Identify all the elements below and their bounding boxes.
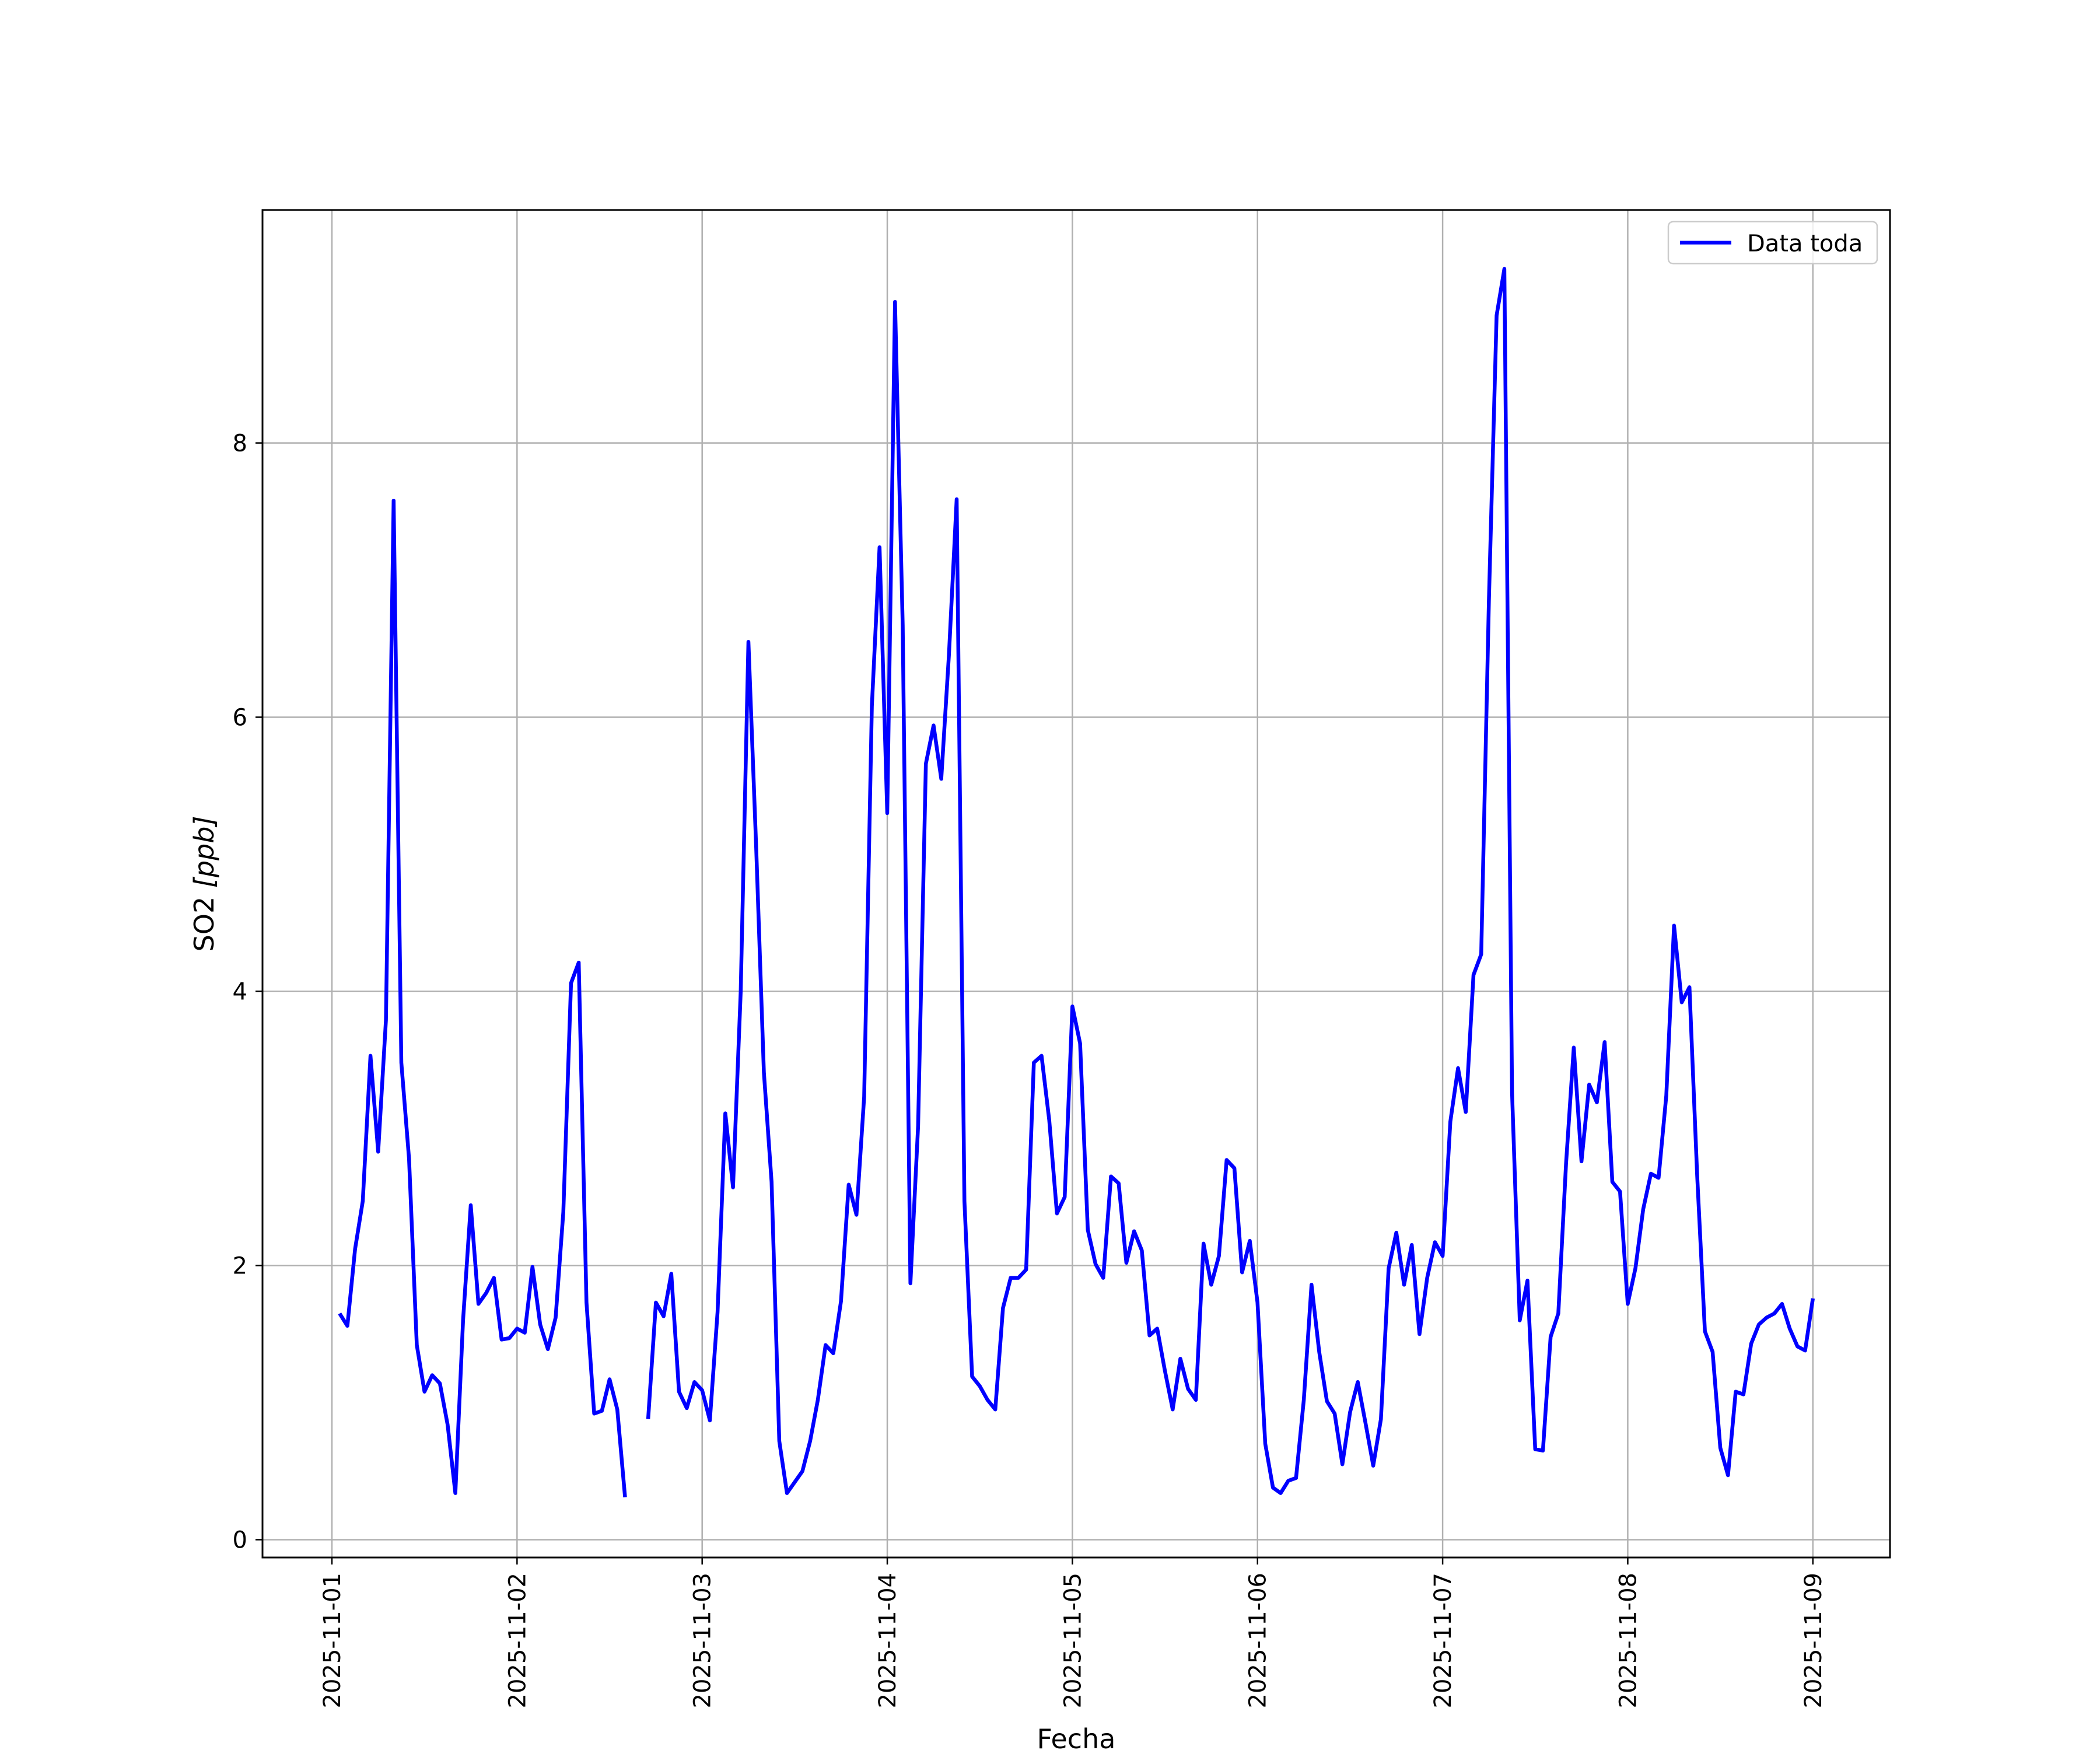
- y-axis-label: SO2 [ppb]: [188, 816, 220, 952]
- x-tick-label: 2025-11-07: [1430, 1573, 1457, 1708]
- x-tick-label: 2025-11-02: [504, 1573, 531, 1708]
- x-tick-label: 2025-11-05: [1059, 1573, 1086, 1708]
- y-axis-ticks: 0 2 4 6 8: [233, 430, 262, 1553]
- x-tick-label: 2025-11-06: [1245, 1573, 1272, 1708]
- y-axis-label-text: SO2: [188, 888, 220, 951]
- y-tick-label: 6: [233, 704, 247, 731]
- legend-box: [1667, 220, 1878, 265]
- series-line-data-toda: [338, 267, 1815, 1497]
- grid-lines: [262, 210, 1890, 1558]
- y-tick-label: 2: [233, 1252, 247, 1279]
- y-tick-label: 4: [233, 978, 247, 1005]
- y-tick-label: 8: [233, 430, 247, 457]
- x-tick-label: 2025-11-09: [1800, 1573, 1827, 1708]
- x-axis-ticks: 2025-11-01 2025-11-02 2025-11-03 2025-11-04…: [319, 1558, 1827, 1708]
- x-tick-label: 2025-11-01: [319, 1573, 346, 1708]
- x-tick-label: 2025-11-04: [874, 1573, 901, 1708]
- plot-frame: [261, 209, 1891, 1559]
- x-axis-label: Fecha: [1037, 1723, 1116, 1750]
- x-tick-label: 2025-11-03: [690, 1573, 716, 1708]
- legend-label: Data toda: [1747, 230, 1863, 257]
- y-axis-label-unit: [ppb]: [188, 816, 220, 888]
- y-tick-label: 0: [233, 1527, 247, 1553]
- x-tick-label: 2025-11-08: [1615, 1573, 1642, 1708]
- legend: Data toda: [1667, 220, 1878, 265]
